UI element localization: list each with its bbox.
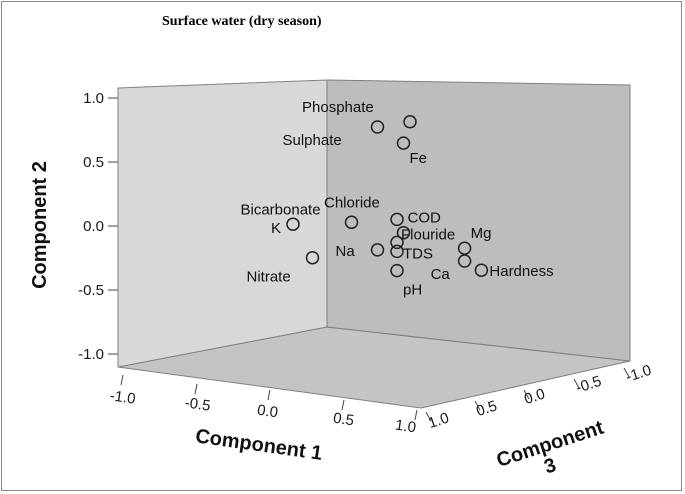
data-point-label: Phosphate: [302, 99, 374, 116]
left-wall: [117, 79, 328, 368]
z-tick-label: -0.5: [574, 373, 604, 397]
data-point-marker: [370, 120, 385, 134]
data-point-marker: [403, 115, 417, 129]
z-tick-label: -1.0: [624, 362, 654, 386]
data-points: Phosphate Sulphate Fe Chloride COD Bicarbonat…: [241, 99, 554, 299]
x-tick-label: 0.0: [256, 402, 279, 422]
data-point-label: Fe: [410, 150, 428, 167]
y-tick-label: -0.5: [78, 282, 104, 299]
data-point-marker: [390, 212, 404, 227]
data-point-label: Mg: [471, 225, 492, 242]
x-tick-mark: [267, 389, 271, 401]
data-point-label: COD: [408, 210, 442, 227]
data-point-label: Flouride: [401, 226, 455, 243]
z-tick-label: 0.0: [522, 385, 547, 408]
data-point-marker: [457, 254, 472, 268]
data-point-marker: [286, 217, 300, 231]
data-point-marker: [344, 215, 359, 230]
data-point-label: Sulphate: [283, 132, 342, 149]
z-tick-mark: [573, 378, 580, 389]
data-point-label: Ca: [431, 266, 451, 283]
data-point-marker: [457, 241, 472, 255]
x-tick-mark: [120, 374, 124, 386]
x-tick-label: -1.0: [109, 387, 137, 407]
y-axis-title: Component 2: [29, 161, 51, 289]
x-tick-label: 1.0: [394, 417, 417, 437]
z-tick-mark: [425, 411, 432, 422]
x-tick-mark: [341, 399, 345, 411]
data-point-label: TDS: [403, 245, 433, 262]
z-tick-mark: [474, 400, 481, 411]
data-point-marker: [396, 225, 411, 240]
y-tick-label: 0.0: [83, 218, 104, 235]
x-tick-label: 0.5: [332, 410, 355, 430]
data-point-label: Hardness: [489, 263, 553, 280]
x-tick-mark: [414, 409, 418, 421]
x-tick-label: -0.5: [184, 394, 212, 414]
data-point-label: Chloride: [324, 194, 380, 211]
z-tick-label: 1.0: [426, 409, 451, 432]
data-point-label: pH: [403, 282, 422, 299]
y-tick-label: 0.5: [83, 154, 104, 171]
z-tick-mark: [623, 367, 630, 378]
data-point-label: Nitrate: [247, 269, 291, 286]
z-axis-title-line2: 3: [541, 454, 558, 478]
data-point-marker: [370, 243, 385, 257]
y-axis: 1.0 0.5 0.0 -0.5 -1.0 Component 2: [29, 90, 118, 363]
data-point-label: K: [271, 220, 281, 237]
data-point-label: Na: [336, 243, 356, 260]
x-axis-title: Component 1: [194, 425, 324, 465]
data-point-marker: [390, 263, 404, 278]
data-point-marker: [474, 263, 489, 277]
data-point-marker: [305, 250, 320, 265]
data-point-label: Bicarbonate: [241, 201, 321, 218]
y-tick-label: -1.0: [78, 346, 104, 363]
y-tick-label: 1.0: [83, 90, 104, 107]
back-wall: [326, 79, 631, 362]
chart-title: Surface water (dry season): [162, 14, 322, 29]
x-tick-mark: [194, 383, 198, 395]
data-point-marker: [396, 136, 411, 150]
data-point-marker: [390, 235, 404, 250]
z-tick-mark: [523, 389, 530, 400]
z-tick-label: 0.5: [474, 397, 499, 420]
data-point-marker: [390, 244, 404, 259]
